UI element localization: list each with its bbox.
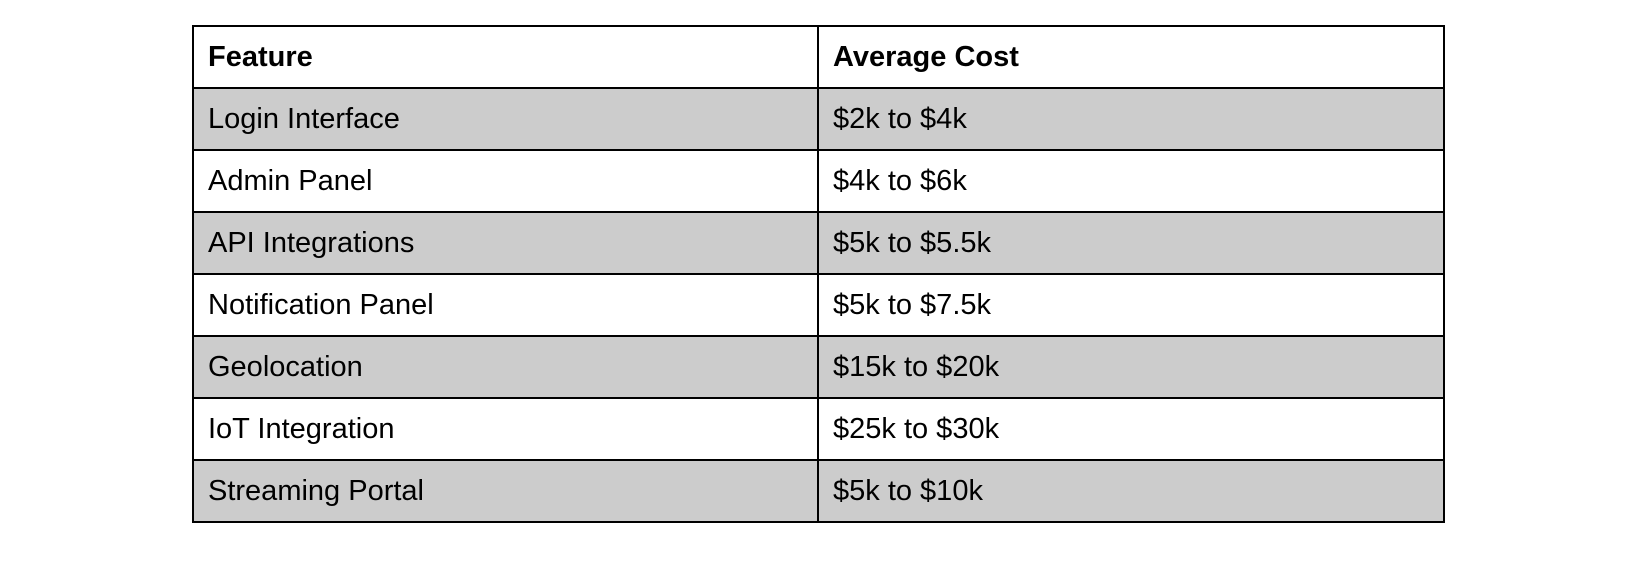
table-row: Geolocation $15k to $20k xyxy=(192,335,1445,399)
table-row: Admin Panel $4k to $6k xyxy=(192,149,1445,213)
table-row: Streaming Portal $5k to $10k xyxy=(192,459,1445,523)
feature-cell: Notification Panel xyxy=(192,273,819,337)
table-row: IoT Integration $25k to $30k xyxy=(192,397,1445,461)
cost-cell: $15k to $20k xyxy=(817,335,1445,399)
cost-cell: $5k to $5.5k xyxy=(817,211,1445,275)
cost-cell: $4k to $6k xyxy=(817,149,1445,213)
header-feature: Feature xyxy=(192,25,819,89)
feature-cell: Geolocation xyxy=(192,335,819,399)
cost-cell: $5k to $7.5k xyxy=(817,273,1445,337)
cost-cell: $25k to $30k xyxy=(817,397,1445,461)
feature-cell: Admin Panel xyxy=(192,149,819,213)
table-row: Notification Panel $5k to $7.5k xyxy=(192,273,1445,337)
table-row: Login Interface $2k to $4k xyxy=(192,87,1445,151)
feature-cell: Login Interface xyxy=(192,87,819,151)
feature-cost-table: Feature Average Cost Login Interface $2k… xyxy=(192,25,1445,523)
cost-cell: $5k to $10k xyxy=(817,459,1445,523)
header-average-cost: Average Cost xyxy=(817,25,1445,89)
table-row: API Integrations $5k to $5.5k xyxy=(192,211,1445,275)
table-header-row: Feature Average Cost xyxy=(192,25,1445,89)
feature-cell: IoT Integration xyxy=(192,397,819,461)
feature-cell: API Integrations xyxy=(192,211,819,275)
feature-cell: Streaming Portal xyxy=(192,459,819,523)
cost-cell: $2k to $4k xyxy=(817,87,1445,151)
